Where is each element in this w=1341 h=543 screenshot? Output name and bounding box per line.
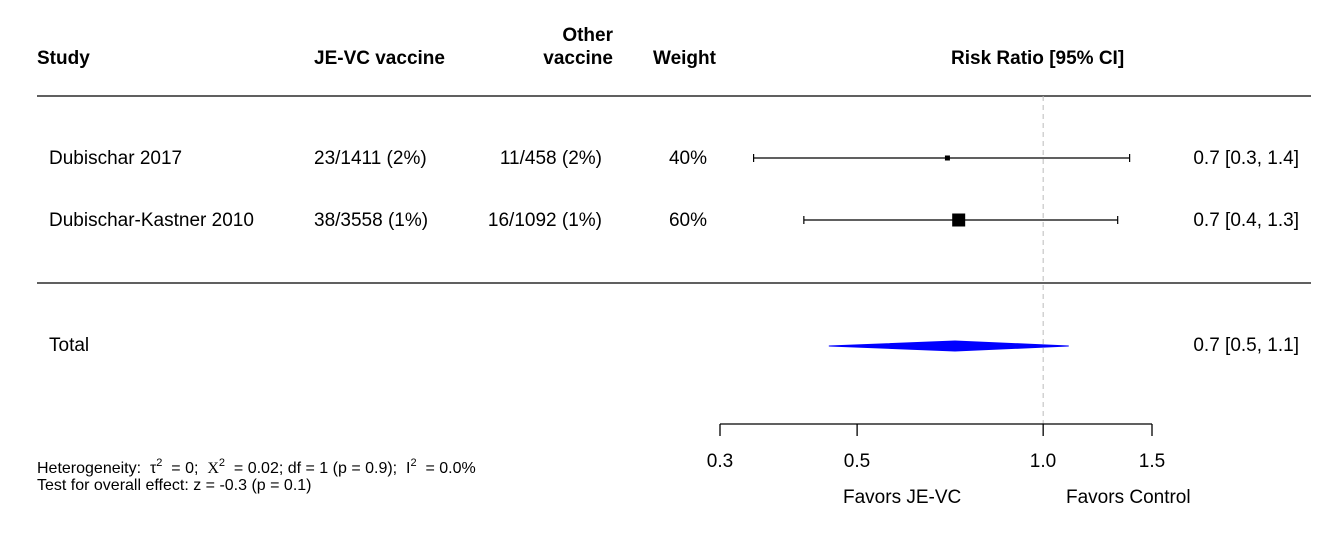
heterogeneity-label: Heterogeneity: — [37, 460, 142, 477]
study-other-events: 11/458 (2%) — [499, 148, 602, 169]
header-jevc-vaccine: JE-VC vaccine — [314, 48, 445, 69]
i-symbol: I — [406, 460, 411, 477]
i-value: = 0.0% — [425, 460, 476, 477]
tick-label: 0.3 — [706, 451, 734, 472]
study-ci-text: 0.7 [0.3, 1.4] — [1193, 148, 1299, 169]
point-estimate-square — [944, 155, 950, 161]
study-ci-text: 0.7 [0.4, 1.3] — [1193, 210, 1299, 231]
study-name: Dubischar-Kastner 2010 — [49, 210, 254, 231]
tau-value: = 0; — [171, 460, 199, 477]
study-other-events: 16/1092 (1%) — [487, 210, 602, 231]
study-jevc-events: 23/1411 (2%) — [314, 148, 427, 169]
chi-value: = 0.02; df = 1 (p = 0.9); — [233, 460, 398, 477]
pooled-diamond — [828, 340, 1069, 352]
header-other-line2: vaccine — [543, 48, 613, 69]
point-estimate-square — [952, 213, 966, 227]
plot-marks — [719, 96, 1153, 436]
header-risk-ratio: Risk Ratio [95% CI] — [951, 48, 1125, 69]
tick-label: 1.0 — [1029, 451, 1057, 472]
header-weight: Weight — [653, 48, 716, 69]
heterogeneity-text: Heterogeneity: τ2 = 0; Χ2 = 0.02; df = 1… — [37, 458, 476, 477]
favors-right-label: Favors Control — [1066, 487, 1191, 508]
study-weight: 40% — [668, 148, 708, 169]
tick-label: 0.5 — [843, 451, 871, 472]
chi-symbol: Χ — [207, 460, 219, 477]
tau-exponent: 2 — [156, 457, 163, 469]
study-weight: 60% — [668, 210, 708, 231]
overall-effect-text: Test for overall effect: z = -0.3 (p = 0… — [37, 477, 312, 494]
total-label: Total — [49, 335, 90, 356]
total-ci-text: 0.7 [0.5, 1.1] — [1193, 335, 1299, 356]
favors-left-label: Favors JE-VC — [843, 487, 962, 508]
tau-symbol: τ — [149, 460, 157, 477]
study-name: Dubischar 2017 — [49, 148, 183, 169]
header-study: Study — [37, 48, 90, 69]
header-other-line1: Other — [562, 25, 613, 46]
tick-label: 1.5 — [1138, 451, 1166, 472]
chi-exponent: 2 — [218, 457, 226, 469]
i-exponent: 2 — [410, 457, 417, 469]
study-jevc-events: 38/3558 (1%) — [314, 210, 429, 231]
